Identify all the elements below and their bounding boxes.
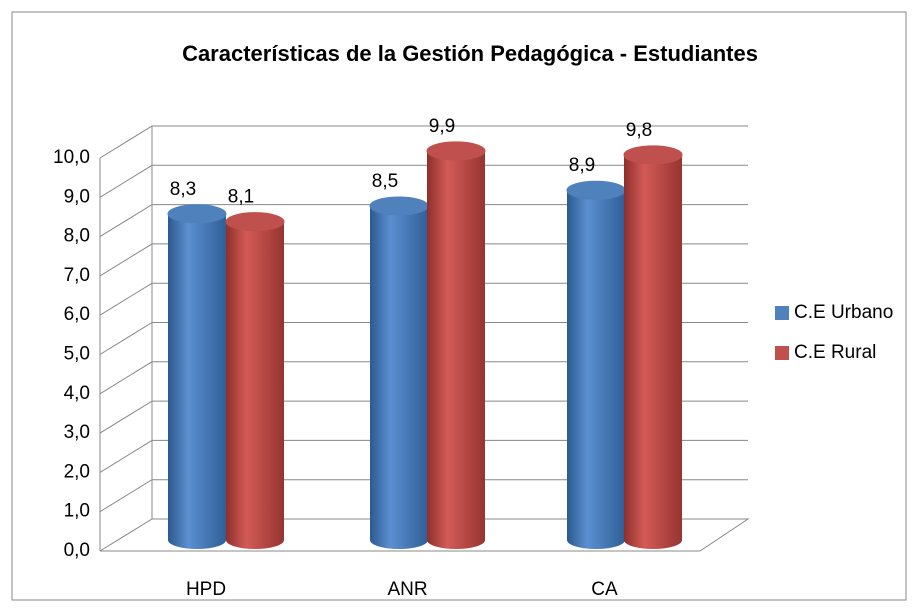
x-tick-label: ANR: [387, 579, 427, 600]
y-tick-label: 3,0: [64, 422, 90, 443]
chart-title: Características de la Gestión Pedagógica…: [182, 41, 758, 66]
bar: [168, 213, 226, 540]
y-tick-label: 9,0: [64, 186, 90, 207]
legend-label: C.E Rural: [794, 342, 876, 363]
legend-swatch: [775, 306, 789, 320]
bar: [226, 221, 284, 541]
y-tick-label: 2,0: [64, 461, 90, 482]
floor: [99, 518, 750, 552]
bar-top: [426, 141, 486, 161]
bar-top: [623, 145, 683, 165]
bar-top: [369, 196, 429, 216]
y-tick-label: 5,0: [64, 344, 90, 365]
y-tick-label: 1,0: [64, 501, 90, 522]
bar: [427, 150, 485, 540]
y-tick-label: 7,0: [64, 265, 90, 286]
bar-top: [167, 204, 227, 224]
data-label: 8,3: [170, 179, 196, 200]
x-tick-label: CA: [591, 579, 618, 600]
legend-swatch: [775, 346, 789, 360]
bar-top: [225, 212, 285, 232]
bar: [370, 205, 428, 540]
bar: [624, 154, 682, 541]
legend-label: C.E Urbano: [794, 302, 893, 323]
bar-top: [566, 180, 626, 200]
x-tick-label: HPD: [186, 579, 226, 600]
data-label: 9,9: [429, 116, 455, 137]
y-tick-label: 6,0: [64, 304, 90, 325]
y-tick-label: 10,0: [53, 147, 90, 168]
data-label: 8,5: [372, 171, 398, 192]
data-label: 8,1: [228, 187, 254, 208]
y-tick-label: 0,0: [64, 540, 90, 561]
y-tick-label: 8,0: [64, 226, 90, 247]
y-tick-label: 4,0: [64, 383, 90, 404]
data-label: 9,8: [626, 120, 652, 141]
bar: [567, 190, 625, 541]
data-label: 8,9: [569, 155, 595, 176]
